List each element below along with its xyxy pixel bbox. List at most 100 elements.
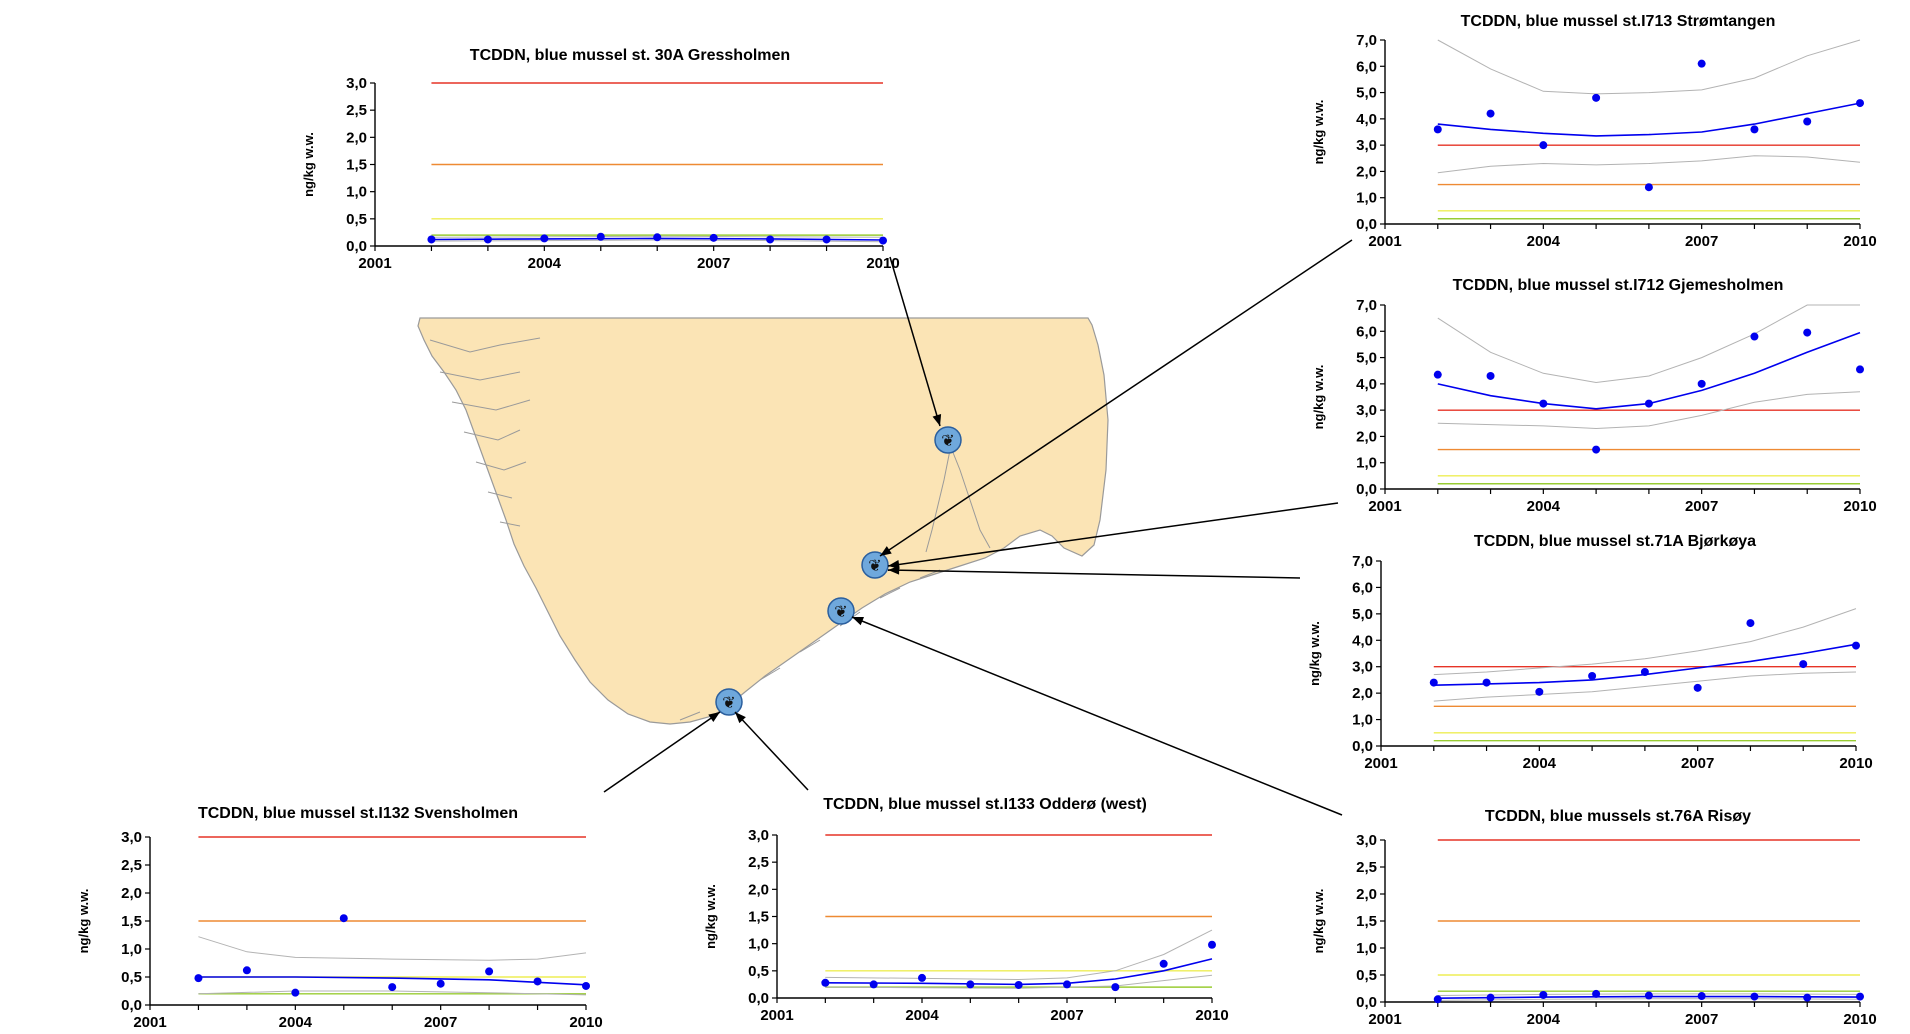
y-tick-label: 0,5 — [1356, 967, 1377, 984]
data-point — [1697, 992, 1706, 1001]
y-tick-label: 2,0 — [1352, 685, 1373, 702]
data-point — [1644, 399, 1653, 408]
data-point — [1644, 991, 1653, 1000]
y-axis-label: ng/kg w.w. — [1311, 365, 1326, 430]
arrow-30A — [889, 256, 941, 427]
y-tick-label: 2,5 — [1356, 859, 1377, 876]
data-point — [1803, 328, 1812, 337]
arrow-I713 — [879, 239, 1353, 557]
arrow-I132 — [603, 711, 721, 793]
data-point — [339, 914, 348, 923]
y-tick-label: 3,0 — [1356, 832, 1377, 849]
chart-title: TCDDN, blue mussel st.I712 Gjemesholmen — [1453, 277, 1784, 294]
trend-line — [1433, 643, 1857, 686]
station-marker-76A[interactable]: ❦ — [827, 597, 855, 625]
data-point — [1746, 619, 1755, 628]
data-point — [1433, 125, 1442, 134]
y-tick-label: 6,0 — [1356, 58, 1377, 75]
data-point — [388, 983, 397, 992]
arrow-76A-head — [852, 617, 864, 626]
data-point — [1159, 959, 1168, 968]
x-tick-label: 2001 — [1364, 755, 1397, 772]
x-tick-label: 2007 — [1685, 1011, 1718, 1028]
trend-line — [825, 958, 1213, 986]
x-tick-label: 2004 — [1527, 1011, 1561, 1028]
data-point — [1697, 379, 1706, 388]
x-tick-label: 2001 — [358, 255, 391, 272]
data-point — [1433, 995, 1442, 1004]
station-marker-I132-I133[interactable]: ❦ — [715, 688, 743, 716]
chart-71A: TCDDN, blue mussel st.71A Bjørkøya ng/kg … — [1307, 533, 1873, 772]
data-point — [1640, 668, 1649, 676]
trend-line — [1437, 102, 1861, 137]
y-tick-label: 1,0 — [748, 936, 769, 953]
y-tick-label: 6,0 — [1352, 579, 1373, 596]
data-point — [1750, 332, 1759, 341]
arrow-I712 — [887, 502, 1339, 567]
data-point — [485, 967, 494, 976]
x-tick-label: 2007 — [1685, 498, 1718, 515]
chart-I713: TCDDN, blue mussel st.I713 Strømtangen ng… — [1311, 13, 1877, 250]
y-tick-label: 2,5 — [121, 857, 142, 874]
y-tick-label: 6,0 — [1356, 323, 1377, 340]
data-point — [1803, 117, 1812, 126]
data-point — [709, 233, 718, 242]
data-point — [653, 233, 662, 242]
data-point — [1539, 141, 1548, 150]
data-point — [1014, 980, 1023, 989]
data-point — [1803, 993, 1812, 1002]
chart-title: TCDDN, blue mussel st.I133 Odderø (west) — [823, 796, 1147, 813]
station-marker-I713-I712-71A[interactable]: ❦ — [861, 551, 889, 579]
chart-I712: TCDDN, blue mussel st.I712 Gjemesholmen n… — [1311, 277, 1877, 515]
ci-lower-line — [1433, 671, 1857, 702]
svg-text:❦: ❦ — [722, 693, 735, 712]
x-tick-label: 2010 — [1843, 233, 1876, 250]
y-tick-label: 2,0 — [346, 129, 367, 146]
data-point — [1750, 992, 1759, 1001]
y-tick-label: 3,0 — [1352, 659, 1373, 676]
data-point — [1592, 445, 1601, 454]
data-point — [483, 235, 492, 244]
x-tick-label: 2004 — [1527, 233, 1561, 250]
y-axis-label: ng/kg w.w. — [703, 884, 718, 949]
arrow-76A — [851, 616, 1343, 816]
y-tick-label: 1,5 — [346, 157, 367, 174]
y-tick-label: 0,0 — [1356, 994, 1377, 1011]
y-tick-label: 2,5 — [748, 854, 769, 871]
x-tick-label: 2001 — [1368, 498, 1401, 515]
y-tick-label: 0,5 — [748, 963, 769, 980]
x-tick-label: 2007 — [424, 1014, 457, 1031]
data-point — [1486, 371, 1495, 380]
svg-text:❦: ❦ — [941, 431, 954, 450]
x-tick-label: 2007 — [697, 255, 730, 272]
data-point — [1592, 989, 1601, 998]
y-tick-label: 5,0 — [1356, 350, 1377, 367]
map-southern-norway: ❦ ❦ ❦ ❦ — [417, 317, 1109, 725]
data-point — [242, 966, 251, 975]
data-point — [291, 988, 300, 997]
arrow-71A-head — [888, 565, 900, 575]
arrowheads — [708, 414, 942, 724]
y-tick-label: 2,0 — [1356, 163, 1377, 180]
arrow-I713-head — [880, 546, 892, 556]
data-point — [1429, 678, 1438, 687]
x-tick-label: 2007 — [1050, 1007, 1083, 1024]
data-point — [1856, 99, 1864, 108]
y-tick-label: 3,0 — [121, 829, 142, 846]
y-tick-label: 3,0 — [346, 75, 367, 92]
map-oslofjord — [925, 449, 991, 553]
x-tick-label: 2004 — [1523, 755, 1557, 772]
x-tick-label: 2007 — [1685, 233, 1718, 250]
chart-title: TCDDN, blue mussel st. 30A Gressholmen — [470, 47, 790, 64]
data-point — [1063, 980, 1071, 989]
x-tick-label: 2010 — [1843, 1011, 1876, 1028]
y-tick-label: 4,0 — [1356, 111, 1377, 128]
y-tick-label: 0,0 — [748, 990, 769, 1007]
data-point — [869, 980, 878, 989]
x-tick-label: 2010 — [1195, 1007, 1228, 1024]
station-marker-30A[interactable]: ❦ — [934, 426, 962, 454]
y-tick-label: 2,5 — [346, 102, 367, 119]
y-tick-label: 4,0 — [1356, 376, 1377, 393]
y-tick-label: 1,0 — [346, 184, 367, 201]
chart-I132: TCDDN, blue mussel st.I132 Svensholmen ng… — [76, 805, 603, 1031]
